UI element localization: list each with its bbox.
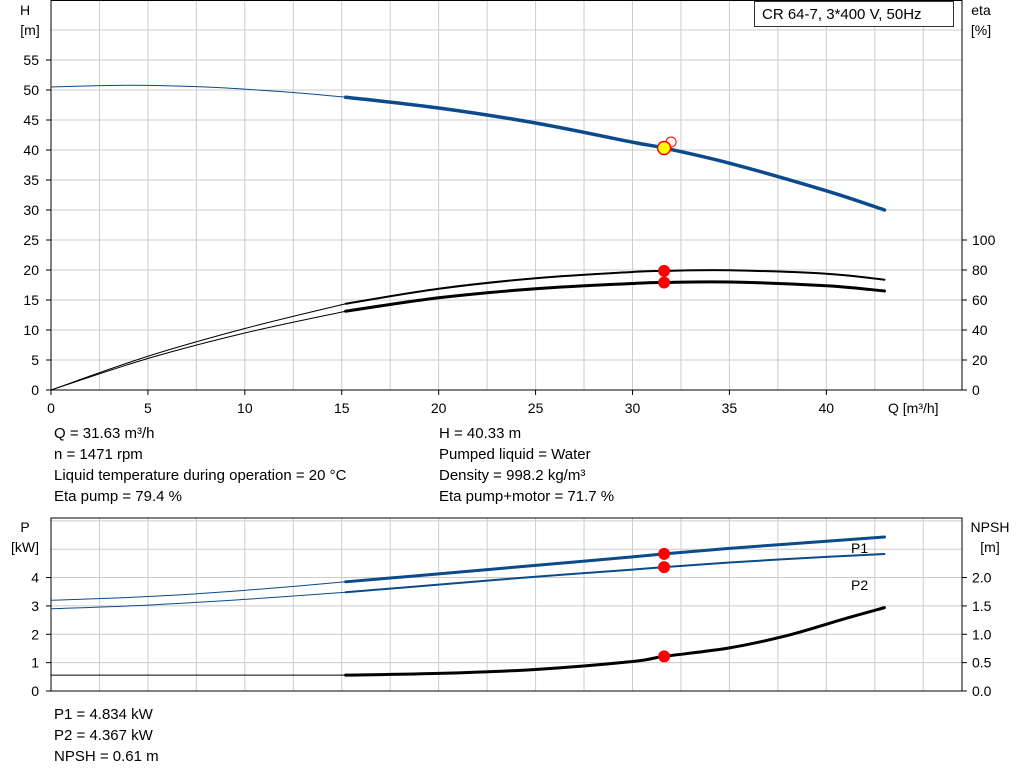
x-axis-label: Q [m³/h]	[888, 400, 939, 416]
x-tick-label: 20	[431, 400, 447, 416]
info-flow: Q = 31.63 m³/h	[54, 425, 155, 442]
y-tick-label-left: 0	[31, 683, 39, 699]
x-tick-label: 5	[144, 400, 152, 416]
y-tick-label-right: 20	[972, 352, 988, 368]
y-tick-label-left: 55	[23, 52, 39, 68]
info-left: Q = 31.63 m³/h n = 1471 rpm Liquid tempe…	[54, 423, 346, 507]
series-label-p2: P2	[851, 577, 868, 593]
tick-labels: 0 5 10 15 20 25 30 35 40051015202530354045505502…	[23, 52, 995, 699]
grid-top	[51, 0, 962, 390]
bottom-y-label-left-name: P	[20, 519, 29, 535]
bottom-series-0	[344, 535, 886, 584]
y-tick-label-right: 0.5	[972, 655, 992, 671]
y-tick-label-left: 40	[23, 142, 39, 158]
y-tick-label-left: 2	[31, 626, 39, 642]
bottom-series-2	[344, 606, 886, 677]
plot-frame-bottom	[50, 517, 963, 692]
bottom-y-label-right-unit: [m]	[980, 539, 999, 555]
bottom-marker-1	[658, 561, 671, 574]
y-tick-label-left: 30	[23, 202, 39, 218]
top-y-label-right-unit: [%]	[971, 22, 991, 38]
info-head: H = 40.33 m	[439, 425, 522, 442]
top-y-label-left-unit: [m]	[20, 22, 39, 38]
info-eta-pump: Eta pump = 79.4 %	[54, 488, 182, 505]
y-tick-label-right: 100	[972, 232, 996, 248]
y-tick-label-left: 0	[31, 382, 39, 398]
top-series-2	[344, 269, 886, 305]
bottom-y-label-right-name: NPSH	[971, 519, 1010, 535]
curves	[50, 84, 887, 677]
bottom-marker-0	[658, 547, 671, 560]
x-tick-label: 40	[819, 400, 835, 416]
y-tick-label-left: 20	[23, 262, 39, 278]
y-tick-label-left: 45	[23, 112, 39, 128]
info-speed: n = 1471 rpm	[54, 446, 143, 463]
top-y-label-left-name: H	[20, 2, 30, 18]
y-tick-label-right: 0.0	[972, 683, 992, 699]
y-tick-label-right: 40	[972, 322, 988, 338]
markers	[656, 136, 677, 663]
y-tick-label-right: 1.5	[972, 598, 992, 614]
y-tick-label-left: 1	[31, 655, 39, 671]
pump-model-title: CR 64-7, 3*400 V, 50Hz	[754, 1, 954, 27]
bottom-series-1	[344, 553, 886, 594]
info-liquid-temperature: Liquid temperature during operation = 20…	[54, 467, 347, 484]
x-tick-label: 30	[625, 400, 641, 416]
top-series-0-thin	[50, 84, 346, 98]
info-npsh: NPSH = 0.61 m	[54, 748, 159, 765]
top-series-1-thin	[50, 310, 346, 391]
plot-frame-top	[50, 0, 963, 391]
y-tick-label-left: 25	[23, 232, 39, 248]
top-series-0	[343, 95, 887, 212]
y-tick-label-left: 3	[31, 598, 39, 614]
x-tick-label: 15	[334, 400, 350, 416]
info-p2: P2 = 4.367 kW	[54, 727, 153, 744]
top-marker-1	[658, 264, 671, 277]
operating-point	[656, 140, 672, 156]
info-density: Density = 998.2 kg/m³	[439, 467, 586, 484]
bottom-series-0-thin	[50, 581, 346, 601]
top-series-2-thin	[50, 303, 346, 391]
grid-bottom	[51, 518, 962, 691]
info-eta-pump-motor: Eta pump+motor = 71.7 %	[439, 488, 615, 505]
info-p1: P1 = 4.834 kW	[54, 706, 153, 723]
info-bottom: P1 = 4.834 kW P2 = 4.367 kW NPSH = 0.61 …	[54, 704, 159, 767]
info-pumped-liquid: Pumped liquid = Water	[439, 446, 591, 463]
x-tick-label: 0	[47, 400, 55, 416]
x-tick-label: 10	[237, 400, 253, 416]
top-y-label-right-name: eta	[971, 2, 991, 18]
y-tick-label-left: 10	[23, 322, 39, 338]
bottom-series-1-thin	[50, 591, 346, 610]
y-tick-label-right: 0	[972, 382, 980, 398]
bottom-y-label-left-unit: [kW]	[11, 539, 39, 555]
x-tick-label: 25	[528, 400, 544, 416]
series-label-p1: P1	[851, 540, 868, 556]
top-marker-0	[658, 276, 671, 289]
y-tick-label-right: 80	[972, 262, 988, 278]
y-tick-label-left: 4	[31, 570, 39, 586]
y-tick-label-left: 35	[23, 172, 39, 188]
info-right: H = 40.33 m Pumped liquid = Water Densit…	[439, 423, 614, 507]
y-tick-label-right: 60	[972, 292, 988, 308]
y-tick-label-left: 5	[31, 352, 39, 368]
top-series-1	[344, 280, 886, 313]
x-tick-label: 35	[722, 400, 738, 416]
y-tick-label-right: 1.0	[972, 626, 992, 642]
y-tick-label-right: 2.0	[972, 570, 992, 586]
bottom-marker-2	[658, 650, 671, 663]
y-tick-label-left: 15	[23, 292, 39, 308]
y-tick-label-left: 50	[23, 82, 39, 98]
